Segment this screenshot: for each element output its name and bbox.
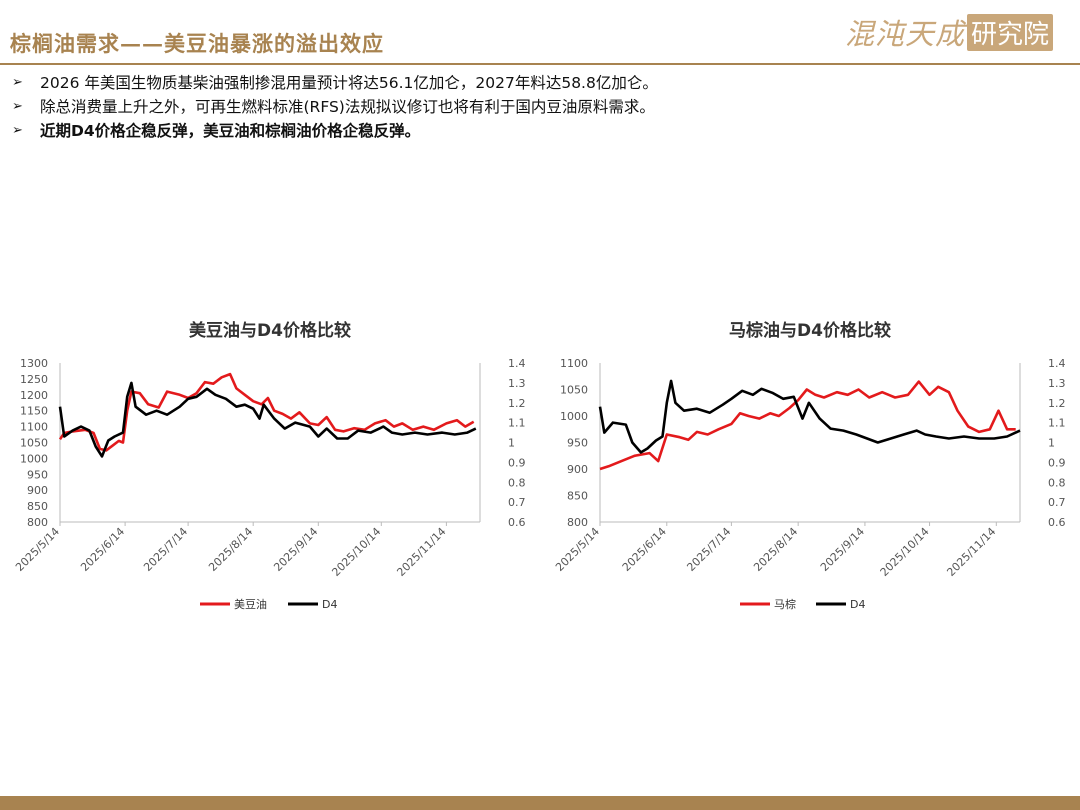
x-tick-label: 2025/9/14 xyxy=(271,525,320,574)
y-tick-label-left: 900 xyxy=(567,463,588,476)
palm-oil-d4-chart: 马棕油与D4价格比较 1100 1050 1000 950 900 850 800 1.4 1.3… xyxy=(540,310,1080,630)
company-logo: 混沌天成 研究院 xyxy=(845,12,1054,52)
y-tick-label-left: 1250 xyxy=(20,373,48,386)
x-tick-label: 2025/6/14 xyxy=(78,525,127,574)
arrow-bullet-icon: ➢ xyxy=(12,75,23,90)
y-tick-label-right: 0.6 xyxy=(508,516,526,529)
legend-label: D4 xyxy=(850,598,865,611)
x-tick-label: 2025/7/14 xyxy=(141,525,190,574)
y-tick-label-right: 1.3 xyxy=(1048,377,1066,390)
y-tick-label-right: 1.2 xyxy=(508,397,526,410)
logo-text: 混沌天成 xyxy=(845,17,966,51)
y-tick-label-left: 1050 xyxy=(560,384,588,397)
y-tick-label-right: 1.1 xyxy=(1048,417,1066,430)
x-tick-label: 2025/8/14 xyxy=(751,525,800,574)
x-tick-label: 2025/10/14 xyxy=(329,525,383,579)
bullet-text: 近期D4价格企稳反弹，美豆油和棕榈油价格企稳反弹。 xyxy=(40,122,421,140)
legend-label: D4 xyxy=(322,598,337,611)
bullet-item: ➢ 2026 年美国生物质基柴油强制掺混用量预计将达56.1亿加仑，2027年料… xyxy=(12,71,1072,95)
y-tick-label-right: 1.1 xyxy=(508,417,526,430)
y-tick-label-left: 800 xyxy=(567,516,588,529)
chart-title: 美豆油与D4价格比较 xyxy=(189,320,351,341)
bullet-text: 除总消费量上升之外，可再生燃料标准(RFS)法规拟议修订也将有利于国内豆油原料需… xyxy=(40,98,655,116)
page-title: 棕榈油需求——美豆油暴涨的溢出效应 xyxy=(10,31,384,56)
y-tick-label-left: 850 xyxy=(567,490,588,503)
y-tick-label-right: 0.7 xyxy=(508,496,526,509)
chart-svg: 马棕油与D4价格比较 1100 1050 1000 950 900 850 800 1.4 1.3… xyxy=(553,320,1066,611)
y-tick-label-left: 1200 xyxy=(20,389,48,402)
soybean-oil-d4-chart: 美豆油与D4价格比较 1300 1250 1200 1150 1100 1050 1000 95… xyxy=(0,310,540,630)
x-tick-label: 2025/7/14 xyxy=(684,525,733,574)
y-tick-label-right: 1.4 xyxy=(1048,357,1066,370)
y-tick-label-right: 1.4 xyxy=(508,357,526,370)
y-tick-label-left: 1100 xyxy=(20,421,48,434)
y-tick-label-left: 1050 xyxy=(20,437,48,450)
y-tick-label-right: 0.6 xyxy=(1048,516,1066,529)
y-tick-label-left: 950 xyxy=(27,468,48,481)
chart-svg: 美豆油与D4价格比较 1300 1250 1200 1150 1100 1050 1000 95… xyxy=(13,320,526,611)
bullet-list: ➢ 2026 年美国生物质基柴油强制掺混用量预计将达56.1亿加仑，2027年料… xyxy=(12,71,1072,143)
y-tick-label-left: 1000 xyxy=(560,410,588,423)
y-tick-label-right: 0.8 xyxy=(1048,476,1066,489)
y-tick-label-right: 0.7 xyxy=(1048,496,1066,509)
bullet-text: 2026 年美国生物质基柴油强制掺混用量预计将达56.1亿加仑，2027年料达5… xyxy=(40,74,658,92)
y-tick-label-left: 1300 xyxy=(20,357,48,370)
legend-label: 美豆油 xyxy=(234,597,267,611)
y-tick-label-left: 900 xyxy=(27,484,48,497)
x-tick-label: 2025/5/14 xyxy=(553,525,602,574)
header-divider xyxy=(0,63,1080,65)
y-tick-label-left: 1100 xyxy=(560,357,588,370)
y-tick-label-right: 0.9 xyxy=(508,456,526,469)
chart-title: 马棕油与D4价格比较 xyxy=(729,320,891,341)
bullet-item: ➢ 近期D4价格企稳反弹，美豆油和棕榈油价格企稳反弹。 xyxy=(12,119,1072,143)
y-tick-label-left: 950 xyxy=(567,437,588,450)
legend-label: 马棕 xyxy=(774,597,796,611)
x-tick-label: 2025/5/14 xyxy=(13,525,62,574)
bullet-item: ➢ 除总消费量上升之外，可再生燃料标准(RFS)法规拟议修订也将有利于国内豆油原… xyxy=(12,95,1072,119)
y-tick-label-right: 1.3 xyxy=(508,377,526,390)
x-tick-label: 2025/9/14 xyxy=(818,525,867,574)
x-tick-label: 2025/6/14 xyxy=(620,525,669,574)
y-tick-label-right: 1.2 xyxy=(1048,397,1066,410)
y-tick-label-right: 0.8 xyxy=(508,476,526,489)
y-tick-label-left: 800 xyxy=(27,516,48,529)
y-tick-label-left: 850 xyxy=(27,500,48,513)
x-tick-label: 2025/11/14 xyxy=(394,525,448,579)
arrow-bullet-icon: ➢ xyxy=(12,123,23,138)
series-line-d4 xyxy=(58,381,477,458)
x-tick-label: 2025/11/14 xyxy=(944,525,998,579)
logo-box: 研究院 xyxy=(967,13,1054,51)
series-line-oil xyxy=(599,380,1016,471)
y-tick-label-right: 1 xyxy=(1048,437,1055,450)
series-line-d4 xyxy=(598,379,1021,454)
arrow-bullet-icon: ➢ xyxy=(12,99,23,114)
footer-bar xyxy=(0,796,1080,810)
y-tick-label-right: 1 xyxy=(508,437,515,450)
y-tick-label-right: 0.9 xyxy=(1048,456,1066,469)
y-tick-label-left: 1000 xyxy=(20,452,48,465)
slide-header: 棕榈油需求——美豆油暴涨的溢出效应 混沌天成 研究院 xyxy=(0,0,1080,62)
series-line-oil xyxy=(58,372,475,452)
x-tick-label: 2025/10/14 xyxy=(878,525,932,579)
y-tick-label-left: 1150 xyxy=(20,405,48,418)
x-tick-label: 2025/8/14 xyxy=(206,525,255,574)
